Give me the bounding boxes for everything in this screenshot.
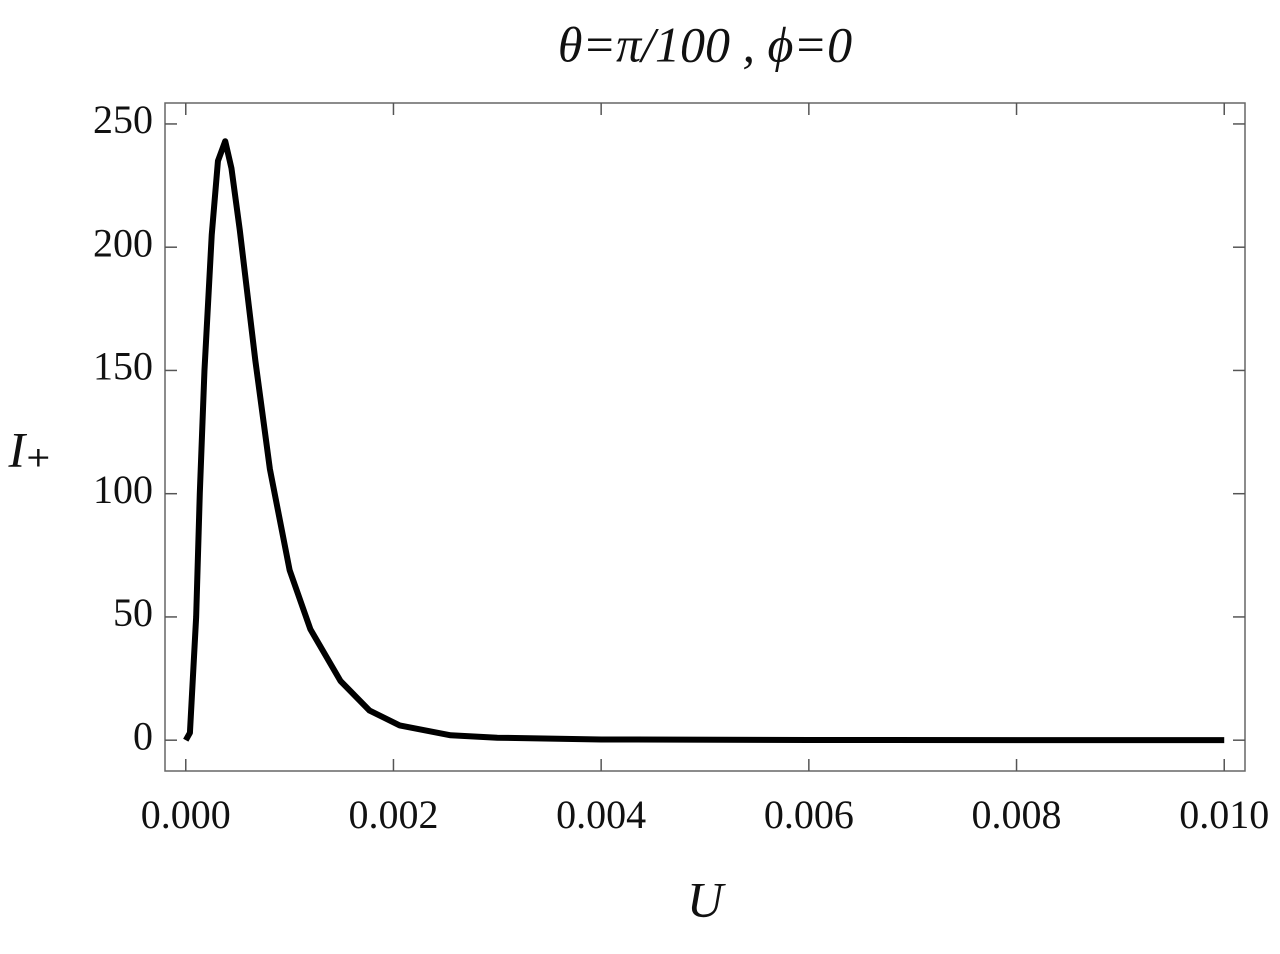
chart-title: θ=π/100 , ϕ=0 [558,16,852,72]
x-tick-label: 0.010 [1179,792,1269,837]
y-tick-label: 0 [133,713,153,758]
x-tick-label: 0.006 [764,792,854,837]
y-axis-label: I₊ [7,421,51,477]
y-tick-label: 50 [113,590,153,635]
y-tick-label: 100 [93,467,153,512]
x-tick-label: 0.002 [348,792,438,837]
x-tick-label: 0.008 [972,792,1062,837]
x-tick-label: 0.004 [556,792,646,837]
x-axis-label: U [687,871,726,927]
plot-frame [164,102,1246,772]
y-tick-label: 200 [93,220,153,265]
y-tick-label: 150 [93,344,153,389]
y-tick-label: 250 [93,97,153,142]
x-tick-label: 0.000 [141,792,231,837]
line-series [183,138,1225,744]
